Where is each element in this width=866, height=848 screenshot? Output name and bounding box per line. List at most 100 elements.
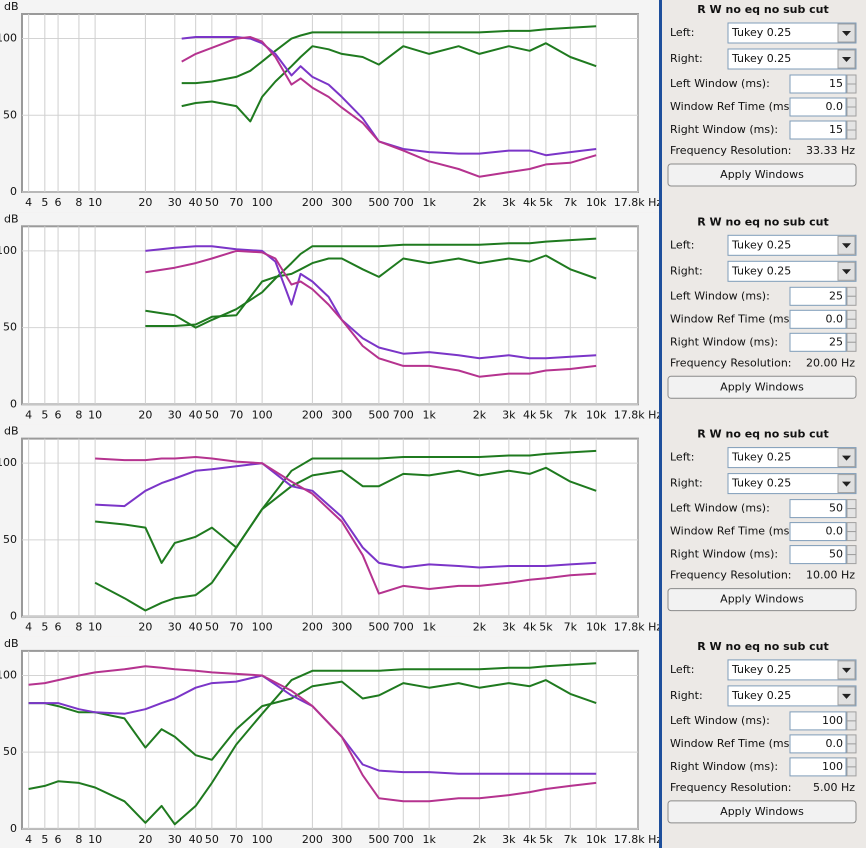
window-select[interactable] [727,685,857,707]
x-tick-label: 500 [368,196,389,209]
apply-button[interactable] [667,163,857,187]
x-tick-label: 50 [205,621,219,634]
select-value: Tukey 0.25 [731,238,791,251]
number-input[interactable] [789,309,847,329]
x-tick-label: 20 [138,196,152,209]
spin-up[interactable] [846,309,857,320]
x-tick-label: 700 [393,621,414,634]
spin-up[interactable] [846,522,857,533]
spin-down[interactable] [846,295,857,306]
input-value: 100 [822,760,843,773]
select-value: Tukey 0.25 [731,52,791,65]
x-tick-label: 10 [88,408,102,421]
select-label: Left: [670,451,694,464]
spin-up[interactable] [846,286,857,297]
dropdown-arrow [842,693,851,699]
input-label: Right Window (ms): [670,760,778,773]
spin-up[interactable] [846,545,857,556]
x-tick-label: 100 [252,833,273,846]
y-axis-label: dB [4,0,19,13]
number-input[interactable] [789,757,847,777]
x-tick-label: 7k [564,408,578,421]
number-input[interactable] [789,286,847,306]
apply-button-label: Apply Windows [720,168,804,181]
spin-up[interactable] [846,711,857,722]
spin-up[interactable] [846,734,857,745]
x-tick-label: 300 [331,408,352,421]
spin-up[interactable] [846,757,857,768]
y-tick-label: 0 [10,610,17,623]
spin-up[interactable] [846,120,857,131]
x-tick-label: 700 [393,833,414,846]
x-tick-label: 17.8k Hz [614,833,663,846]
window-select[interactable] [727,234,857,256]
spin-down[interactable] [846,508,857,519]
x-tick-label: 20 [138,621,152,634]
number-input[interactable] [789,734,847,754]
x-tick-label: 1k [422,621,436,634]
number-input[interactable] [789,499,847,519]
input-label: Left Window (ms): [670,502,770,515]
x-tick-label: 4 [25,408,32,421]
number-input[interactable] [789,711,847,731]
spin-up[interactable] [846,97,857,108]
spin-up[interactable] [846,332,857,343]
x-tick-label: 200 [302,621,323,634]
number-input[interactable] [789,545,847,565]
x-tick-label: 10k [586,621,607,634]
window-select[interactable] [727,447,857,469]
spin-down[interactable] [846,83,857,94]
spin-down[interactable] [846,554,857,565]
apply-button[interactable] [667,375,857,399]
resolution-value: 33.33 Hz [806,144,855,157]
x-tick-label: 300 [331,621,352,634]
spin-down[interactable] [846,341,857,352]
spin-down[interactable] [846,720,857,731]
spin-down[interactable] [846,743,857,754]
input-label: Left Window (ms): [670,289,770,302]
x-tick-label: 2k [473,408,487,421]
x-tick-label: 200 [302,196,323,209]
window-select[interactable] [727,22,857,44]
x-tick-label: 3k [502,621,516,634]
spin-up[interactable] [846,499,857,510]
number-input[interactable] [789,120,847,140]
x-tick-label: 4k [523,833,537,846]
spin-down[interactable] [846,531,857,542]
window-select[interactable] [727,48,857,70]
apply-button-label: Apply Windows [720,805,804,818]
y-tick-label: 50 [3,533,17,546]
resolution-label: Frequency Resolution: [670,356,792,369]
spin-down[interactable] [846,106,857,117]
spin-up[interactable] [846,74,857,85]
number-input[interactable] [789,522,847,542]
spin-down[interactable] [846,318,857,329]
number-input[interactable] [789,74,847,94]
y-tick-label: 100 [0,32,17,45]
dropdown-arrow [842,243,851,249]
number-input[interactable] [789,332,847,352]
spin-down[interactable] [846,129,857,140]
window-select[interactable] [727,473,857,495]
input-label: Right Window (ms): [670,335,778,348]
apply-button[interactable] [667,800,857,824]
y-axis-label: dB [4,425,19,438]
select-value: Tukey 0.25 [731,26,791,39]
window-select[interactable] [727,260,857,282]
series-line [181,25,597,85]
y-tick-label: 50 [3,108,17,121]
x-tick-label: 200 [302,833,323,846]
number-input[interactable] [789,97,847,117]
apply-button[interactable] [667,588,857,612]
spin-down[interactable] [846,766,857,777]
x-tick-label: 500 [368,621,389,634]
x-tick-label: 700 [393,196,414,209]
x-tick-label: 10k [586,196,607,209]
dropdown-arrow [842,481,851,487]
series-line [95,456,597,595]
dropdown-arrow [842,57,851,62]
x-tick-label: 5k [539,833,553,846]
window-select[interactable] [727,659,857,681]
select-value: Tukey 0.25 [731,264,791,277]
x-tick-label: 8 [75,833,82,846]
